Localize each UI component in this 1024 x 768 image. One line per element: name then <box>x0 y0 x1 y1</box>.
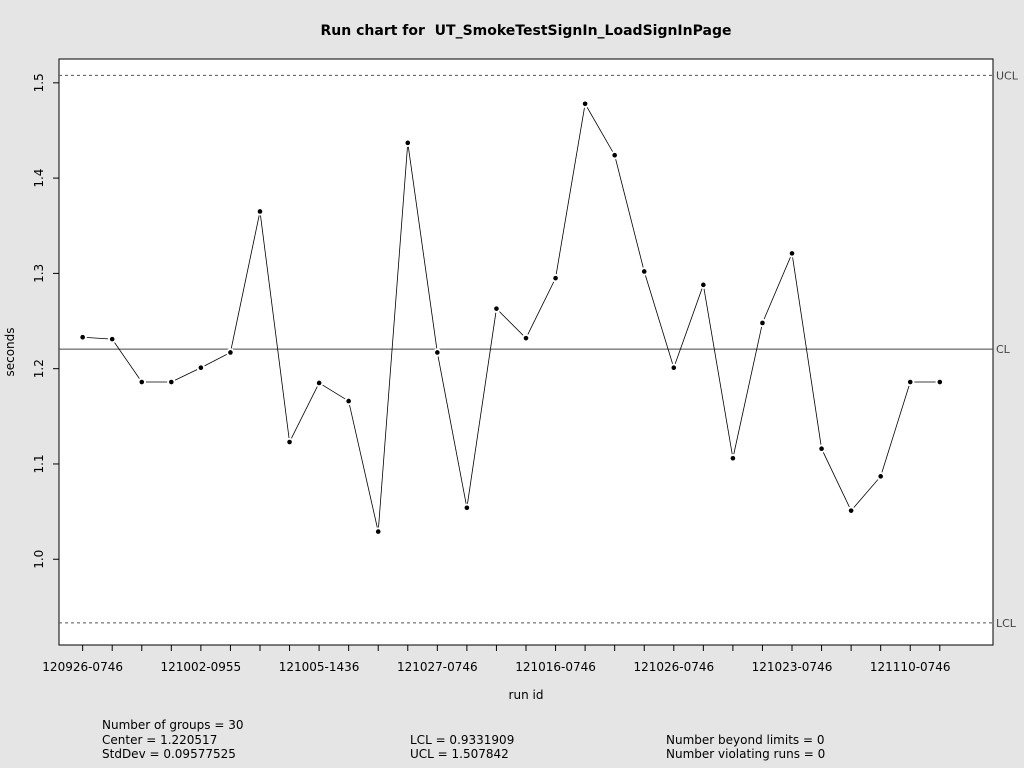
stat-lcl: LCL = 0.9331909 <box>410 733 514 747</box>
control-label-cl: CL <box>996 343 1011 356</box>
x-tick-label: 121005-1436 <box>279 660 360 674</box>
control-lines: UCL CL LCL <box>59 69 1019 630</box>
x-tick-label: 121026-0746 <box>633 660 714 674</box>
data-point <box>464 505 470 511</box>
x-tick-label: 121110-0746 <box>870 660 951 674</box>
data-point <box>641 269 647 274</box>
plot-area <box>58 58 994 646</box>
x-tick-label: 121016-0746 <box>515 660 596 674</box>
data-point <box>760 320 765 326</box>
stat-center: Center = 1.220517 <box>102 733 217 747</box>
data-point <box>819 446 824 452</box>
data-point <box>80 334 85 340</box>
data-point <box>848 508 854 513</box>
data-point <box>375 529 381 534</box>
y-tick-label: 1.5 <box>32 73 46 92</box>
data-point <box>878 474 883 479</box>
series-polyline <box>82 102 940 532</box>
x-tick-label: 121023-0746 <box>752 660 833 674</box>
y-axis: 1.0 1.1 1.2 1.3 1.4 1.5 <box>32 73 59 569</box>
data-point <box>701 282 706 288</box>
y-tick-label: 1.4 <box>32 169 46 188</box>
data-point <box>435 350 440 355</box>
x-tick-label: 121002-0955 <box>161 660 242 674</box>
data-point <box>287 439 292 445</box>
data-point <box>169 379 174 385</box>
stat-stddev: StdDev = 0.09577525 <box>102 747 236 761</box>
x-tick-label: 121027-0746 <box>397 660 478 674</box>
y-tick-label: 1.3 <box>32 264 46 283</box>
data-point <box>405 140 411 146</box>
data-point <box>198 365 204 371</box>
chart-title: Run chart for UT_SmokeTestSignIn_LoadSig… <box>321 23 732 39</box>
y-tick-label: 1.2 <box>32 359 46 378</box>
data-point <box>553 275 558 281</box>
data-point <box>257 209 263 214</box>
data-point <box>109 336 115 342</box>
data-point <box>494 306 499 311</box>
data-point <box>139 379 145 385</box>
stat-groups: Number of groups = 30 <box>102 718 243 732</box>
y-axis-label: seconds <box>3 327 17 376</box>
data-point <box>228 350 233 355</box>
data-point <box>730 455 736 461</box>
y-tick-label: 1.0 <box>32 550 46 569</box>
x-axis-label: run id <box>509 688 544 702</box>
stat-ucl: UCL = 1.507842 <box>410 747 509 761</box>
x-axis: 120926-0746 121002-0955 121005-1436 121027-… <box>42 645 951 674</box>
series-line <box>78 99 944 536</box>
data-point <box>316 380 322 386</box>
control-label-ucl: UCL <box>996 69 1019 82</box>
data-point <box>789 251 795 256</box>
data-point <box>612 152 617 158</box>
control-label-lcl: LCL <box>996 617 1017 630</box>
stats-panel: Number of groups = 30 Center = 1.220517 … <box>102 718 825 761</box>
stat-beyond-limits: Number beyond limits = 0 <box>666 733 824 747</box>
x-tick-label: 120926-0746 <box>42 660 123 674</box>
stat-violating-runs: Number violating runs = 0 <box>666 747 825 761</box>
data-point <box>907 379 913 385</box>
data-point <box>671 365 677 371</box>
data-point <box>937 379 943 385</box>
data-point <box>346 398 351 404</box>
data-point <box>523 335 529 341</box>
data-point <box>582 101 588 107</box>
y-tick-label: 1.1 <box>32 454 46 473</box>
